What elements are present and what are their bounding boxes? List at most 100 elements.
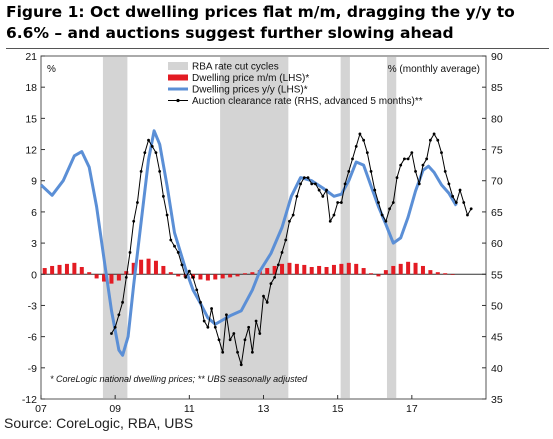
mm-bar-23 xyxy=(213,274,218,280)
series-line-layer xyxy=(39,129,473,367)
auction-point-29 xyxy=(217,338,221,342)
auction-point-45 xyxy=(276,263,280,267)
x-tick-label-1: 09 xyxy=(109,403,121,415)
legend-label-3: Auction clearance rate (RHS, advanced 5 … xyxy=(192,96,423,107)
mm-bar-47 xyxy=(391,265,396,275)
left-tick-label-0: -12 xyxy=(22,394,37,406)
mm-bar-4 xyxy=(72,262,77,275)
auction-point-88 xyxy=(436,138,440,142)
auction-point-75 xyxy=(388,207,391,211)
auction-point-22 xyxy=(191,275,195,279)
mm-bar-37 xyxy=(317,265,322,275)
axis-layer: -12 -9 -6 -3 0 3 6 9 12 15 18 21 35 40 45 50 55 60 65 70 75 8… xyxy=(22,51,503,415)
mm-bar-50 xyxy=(413,262,418,275)
mm-bar-9 xyxy=(109,274,114,284)
auction-point-66 xyxy=(354,145,358,148)
auction-point-58 xyxy=(325,188,328,192)
auction-point-94 xyxy=(458,188,462,192)
auction-point-15 xyxy=(165,213,169,217)
rba-cut-cycle-0 xyxy=(102,57,128,398)
mm-bar-28 xyxy=(250,272,255,275)
left-unit-label: % xyxy=(47,64,56,75)
auction-point-26 xyxy=(206,325,210,329)
rba-cut-cycle-3 xyxy=(386,57,397,398)
footnote: * CoreLogic national dwelling prices; **… xyxy=(50,374,308,384)
auction-point-21 xyxy=(187,269,191,273)
auction-point-63 xyxy=(343,182,347,186)
auction-point-18 xyxy=(176,251,180,254)
mm-bar-42 xyxy=(354,263,359,275)
mm-bar-17 xyxy=(168,272,173,275)
auction-point-24 xyxy=(199,300,202,304)
x-tick-label-2: 11 xyxy=(184,403,195,415)
auction-point-20 xyxy=(184,275,188,279)
mm-bar-53 xyxy=(435,272,440,275)
auction-point-16 xyxy=(169,238,173,242)
right-tick-label-0: 35 xyxy=(491,394,503,406)
legend-swatch-1 xyxy=(168,74,188,81)
mm-bar-41 xyxy=(346,262,351,275)
auction-point-55 xyxy=(314,182,317,186)
auction-point-54 xyxy=(310,182,314,186)
auction-point-0 xyxy=(110,332,113,335)
chart-title: Figure 1: Oct dwelling prices flat m/m, … xyxy=(6,3,515,42)
legend-label-1: Dwelling price m/m (LHS)* xyxy=(192,73,309,84)
auction-point-64 xyxy=(347,169,351,173)
mm-bar-35 xyxy=(302,264,307,275)
mm-bar-8 xyxy=(102,274,107,282)
right-tick-label-5: 60 xyxy=(491,238,503,250)
title-divider xyxy=(6,48,549,49)
mm-bar-34 xyxy=(294,263,299,275)
rba-cut-cycle-1 xyxy=(220,57,289,398)
auction-point-1 xyxy=(113,325,117,329)
mm-bar-1 xyxy=(50,265,55,275)
mm-bar-0 xyxy=(42,268,47,275)
auction-point-82 xyxy=(414,169,417,173)
mm-bar-46 xyxy=(383,270,388,275)
auction-point-33 xyxy=(232,332,236,335)
mm-bar-6 xyxy=(87,272,92,275)
mm-bar-48 xyxy=(398,263,403,275)
mm-bar-10 xyxy=(116,274,121,281)
auction-point-60 xyxy=(332,213,336,217)
mm-bar-22 xyxy=(205,274,210,281)
auction-point-51 xyxy=(299,182,302,186)
auction-point-5 xyxy=(128,251,132,254)
auction-point-41 xyxy=(262,294,265,298)
mm-bar-30 xyxy=(265,268,270,275)
right-tick-label-9: 80 xyxy=(491,113,503,125)
series-line-yy xyxy=(39,129,458,357)
auction-point-95 xyxy=(462,201,466,204)
mm-bar-layer xyxy=(42,258,455,284)
left-tick-label-10: 18 xyxy=(25,82,37,94)
auction-point-40 xyxy=(258,332,262,335)
mm-bar-39 xyxy=(331,264,336,275)
auction-point-25 xyxy=(202,319,206,323)
auction-point-11 xyxy=(150,145,154,148)
legend-label-0: RBA rate cut cycles xyxy=(192,62,279,73)
auction-point-73 xyxy=(380,213,384,217)
mm-bar-32 xyxy=(280,263,285,275)
auction-point-12 xyxy=(154,151,158,155)
right-unit-label: % (monthly average) xyxy=(388,64,480,75)
mm-bar-40 xyxy=(339,263,344,275)
auction-point-14 xyxy=(161,194,165,198)
right-tick-label-3: 50 xyxy=(491,300,503,312)
auction-point-76 xyxy=(391,201,395,204)
left-tick-label-2: -6 xyxy=(28,332,37,344)
auction-point-62 xyxy=(339,201,343,204)
auction-point-72 xyxy=(377,201,380,204)
auction-point-84 xyxy=(421,163,425,167)
auction-point-65 xyxy=(351,157,354,161)
mm-bar-55 xyxy=(450,274,455,275)
mm-bar-45 xyxy=(376,274,381,277)
mm-bar-27 xyxy=(242,273,247,275)
auction-point-74 xyxy=(384,219,388,223)
auction-point-49 xyxy=(291,213,295,217)
auction-point-2 xyxy=(117,313,121,317)
auction-point-80 xyxy=(406,157,410,161)
x-tick-label-5: 17 xyxy=(406,403,418,415)
auction-point-44 xyxy=(273,275,277,279)
auction-point-9 xyxy=(143,151,147,155)
auction-point-37 xyxy=(247,325,251,329)
